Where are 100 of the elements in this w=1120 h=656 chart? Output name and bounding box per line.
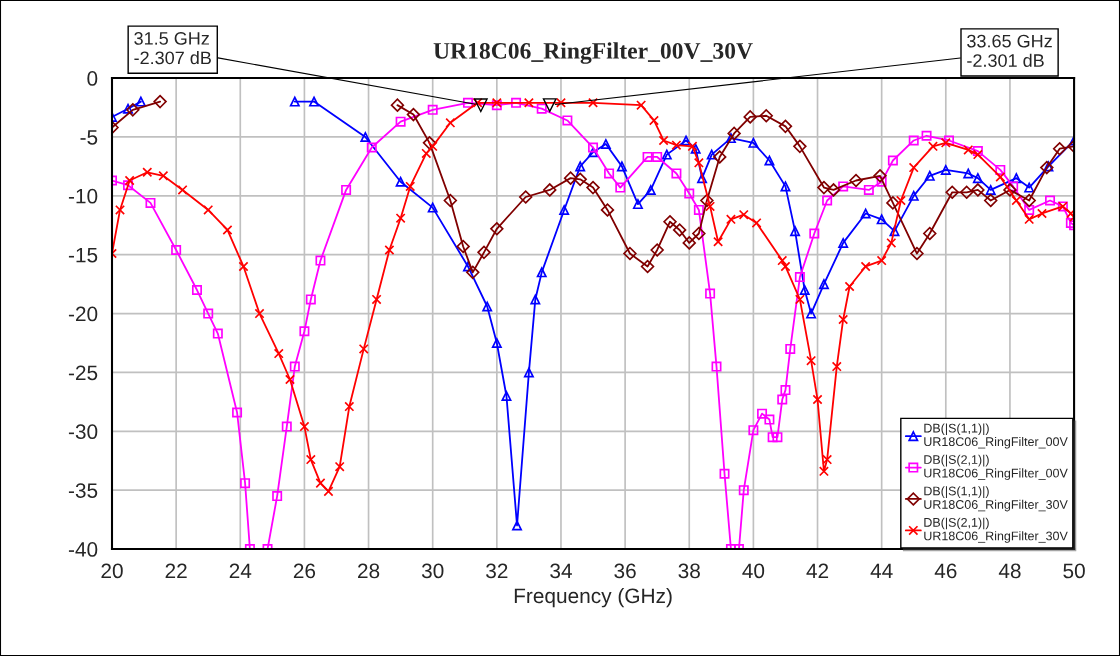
point (135, 96, 146, 107)
point (681, 135, 692, 146)
x-tick-label: 40 (742, 563, 765, 579)
y-tick-label: 0 (87, 71, 98, 86)
point (360, 131, 371, 142)
point (491, 338, 502, 349)
point (518, 190, 533, 204)
x-tick-label: 34 (550, 563, 572, 579)
point (663, 214, 677, 229)
point (908, 190, 919, 201)
point (799, 285, 810, 296)
legend-label: DB(|S(1,1)|) UR18C06_RingFilter_00V (924, 423, 1068, 449)
y-tick-label: -40 (68, 542, 98, 557)
point (727, 126, 741, 141)
point (817, 180, 831, 195)
point (876, 214, 887, 225)
point (645, 184, 656, 195)
point (650, 243, 664, 257)
y-tick-label: -30 (68, 424, 98, 440)
y-tick-label: -35 (68, 483, 98, 498)
point (886, 196, 900, 210)
x-tick-label: 24 (229, 563, 252, 579)
point (700, 193, 714, 208)
point (530, 294, 541, 305)
point (672, 223, 687, 237)
x-tick-label: 30 (421, 563, 444, 579)
point (692, 226, 706, 241)
point (985, 184, 996, 195)
point (490, 222, 504, 236)
point (600, 139, 611, 150)
y-tick-label: -5 (80, 130, 98, 145)
y-tick-label: -25 (68, 365, 98, 381)
point (1052, 141, 1067, 156)
x-tick-label: 22 (165, 563, 187, 579)
point (963, 168, 974, 179)
point (940, 164, 951, 175)
point (793, 139, 807, 154)
point (1011, 173, 1022, 184)
point (759, 109, 773, 123)
x-tick-label: 20 (101, 563, 123, 579)
point (923, 226, 937, 241)
x-tick-label: 44 (870, 563, 893, 579)
point (945, 185, 959, 200)
point (456, 239, 470, 254)
point (427, 202, 438, 213)
point (790, 226, 801, 237)
x-axis-title: Frequency (GHz) (514, 587, 672, 608)
point (600, 203, 615, 217)
point (536, 267, 547, 278)
point (477, 245, 491, 260)
point (712, 150, 727, 164)
point (1024, 182, 1035, 193)
point (971, 183, 985, 197)
point (632, 199, 643, 210)
legend-label: DB(|S(2,1)|) UR18C06_RingFilter_00V (924, 454, 1068, 480)
point (543, 183, 557, 197)
point (873, 169, 887, 183)
x-tick-label: 46 (934, 563, 957, 579)
point (697, 173, 708, 184)
point (123, 103, 134, 114)
point (1003, 183, 1017, 197)
point (826, 183, 841, 197)
point (482, 301, 493, 312)
point (818, 279, 829, 290)
point (126, 103, 140, 117)
point (661, 149, 672, 160)
point (959, 185, 974, 200)
point (563, 171, 578, 185)
x-tick-label: 38 (678, 563, 700, 579)
point (725, 133, 736, 144)
x-tick-label: 36 (614, 563, 636, 579)
annotation: 31.5 GHz -2.307 dB (134, 32, 211, 65)
chart-title: UR18C06_RingFilter_00V_30V (433, 42, 753, 64)
x-tick-label: 32 (486, 563, 508, 579)
x-tick-label: 48 (998, 563, 1021, 579)
point (406, 107, 421, 122)
x-tick-label: 28 (358, 563, 380, 579)
annotation: 33.65 GHz -2.301 dB (967, 34, 1052, 67)
point (466, 265, 480, 280)
point (983, 193, 998, 208)
point (706, 149, 717, 160)
point (640, 259, 655, 274)
point (910, 246, 924, 261)
point (806, 308, 817, 319)
point (153, 94, 167, 109)
point (289, 96, 300, 107)
point (780, 181, 791, 192)
point (390, 98, 405, 112)
point (512, 520, 523, 531)
point (838, 237, 849, 248)
point (764, 155, 775, 166)
point (972, 173, 983, 184)
legend-label: DB(|S(2,1)|) UR18C06_RingFilter_30V (924, 517, 1068, 543)
point (395, 176, 406, 187)
point (889, 226, 900, 237)
point (573, 172, 587, 187)
point (501, 390, 512, 401)
point (924, 170, 935, 181)
point (588, 147, 599, 158)
x-tick-label: 26 (293, 563, 316, 579)
